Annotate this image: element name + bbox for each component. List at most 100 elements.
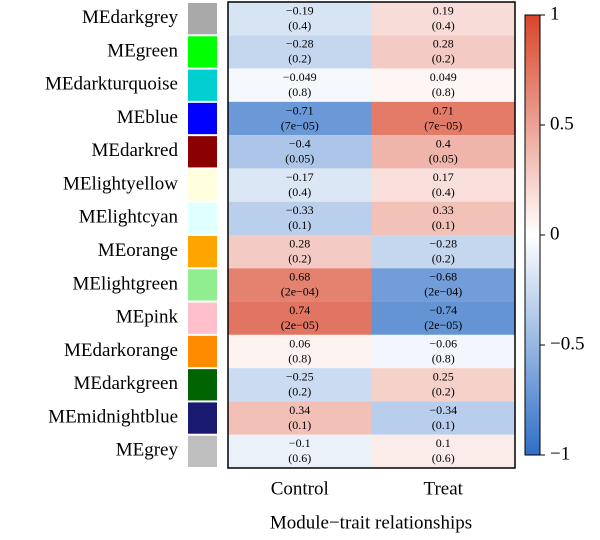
- module-color: [188, 269, 217, 301]
- cell-value: 0.68: [289, 270, 310, 284]
- row-label: MEblue: [117, 107, 178, 128]
- module-color: [188, 3, 217, 35]
- cell: [371, 35, 515, 69]
- cell: [371, 301, 515, 335]
- column-label: Control: [271, 478, 329, 499]
- cell-value: −0.28: [286, 37, 314, 51]
- cell: [371, 368, 515, 402]
- cell: [371, 201, 515, 235]
- cell: [228, 168, 372, 202]
- row-label: MEdarkgreen: [74, 373, 179, 394]
- cell: [228, 368, 372, 402]
- cell-value: −0.049: [283, 70, 317, 84]
- module-color: [188, 369, 217, 401]
- cell-value: 0.28: [433, 37, 454, 51]
- cell-value: −0.06: [429, 336, 457, 350]
- cell-pvalue: (2e−04): [281, 285, 319, 299]
- cell: [228, 135, 372, 169]
- row-label: MEdarkturquoise: [45, 74, 178, 95]
- cell-value: −0.71: [286, 103, 314, 117]
- cell-pvalue: (0.6): [288, 451, 311, 465]
- cell-value: 0.049: [430, 70, 457, 84]
- module-color: [188, 136, 217, 168]
- module-color: [188, 335, 217, 368]
- cell-pvalue: (7e−05): [281, 118, 319, 132]
- module-color: [188, 69, 217, 101]
- cell: [371, 235, 515, 269]
- cell-value: −0.28: [429, 236, 457, 250]
- cell-value: 0.34: [289, 403, 310, 417]
- row-label: MEorange: [98, 240, 178, 261]
- cell-value: −0.1: [289, 436, 311, 450]
- cell: [371, 68, 515, 102]
- cell-value: 0.17: [433, 170, 454, 184]
- colorbar-tick-label: −1: [550, 443, 570, 464]
- cell-value: −0.25: [286, 370, 314, 384]
- cell: [228, 101, 372, 136]
- cell-pvalue: (0.2): [432, 385, 455, 399]
- heatmap-border: [227, 1, 516, 469]
- cell: [228, 68, 372, 102]
- colorbar-tick-label: 0.5: [550, 113, 574, 134]
- row-label: MEdarkorange: [64, 340, 178, 361]
- cell-value: −0.17: [286, 170, 314, 184]
- cell-pvalue: (7e−05): [424, 118, 462, 132]
- colorbar-tick-label: −0.5: [550, 333, 584, 354]
- x-axis-label: Module−trait relationships: [270, 512, 472, 533]
- cell-value: −0.4: [289, 137, 311, 151]
- column-label: Treat: [424, 478, 464, 499]
- module-color: [188, 102, 217, 135]
- cell: [371, 401, 515, 435]
- cell-pvalue: (0.2): [288, 251, 311, 265]
- cell-pvalue: (0.1): [288, 418, 311, 432]
- cell-pvalue: (0.4): [288, 18, 311, 32]
- module-color: [188, 36, 217, 68]
- cell-pvalue: (0.2): [288, 385, 311, 399]
- cell-pvalue: (2e−05): [424, 318, 462, 332]
- cell-pvalue: (0.1): [432, 418, 455, 432]
- cell-value: 0.19: [433, 3, 454, 17]
- row-label: MEgrey: [116, 440, 179, 461]
- cell-pvalue: (0.2): [432, 52, 455, 66]
- cell-pvalue: (0.2): [288, 52, 311, 66]
- row-label: MEmidnightblue: [48, 406, 178, 427]
- cell-pvalue: (0.1): [288, 218, 311, 232]
- cell: [228, 2, 372, 36]
- cell: [371, 434, 515, 468]
- row-label: MEdarkred: [91, 140, 178, 161]
- module-color: [188, 302, 217, 334]
- row-label: MEpink: [116, 307, 179, 328]
- cell-value: 0.71: [433, 103, 454, 117]
- cell-value: 0.06: [289, 336, 310, 350]
- module-color: [188, 435, 217, 467]
- row-label: MEgreen: [107, 40, 178, 61]
- module-color: [188, 169, 217, 201]
- colorbar-tick-label: 0: [550, 223, 560, 244]
- cell-value: 0.1: [436, 436, 451, 450]
- colorbar: [524, 14, 541, 456]
- cell-pvalue: (0.2): [432, 251, 455, 265]
- cell-pvalue: (0.4): [288, 185, 311, 199]
- cell-pvalue: (0.8): [432, 351, 455, 365]
- cell: [228, 235, 372, 269]
- cell: [228, 401, 372, 435]
- row-label: MEdarkgrey: [82, 7, 179, 28]
- cell-value: 0.25: [433, 370, 454, 384]
- cell-value: −0.68: [429, 270, 457, 284]
- cell: [371, 2, 515, 36]
- cell-pvalue: (0.05): [429, 152, 458, 166]
- cell: [371, 268, 515, 302]
- cell-pvalue: (0.1): [432, 218, 455, 232]
- cell-pvalue: (0.8): [288, 351, 311, 365]
- cell: [228, 434, 372, 468]
- module-color: [188, 402, 217, 434]
- cell-pvalue: (2e−05): [281, 318, 319, 332]
- cell-pvalue: (0.8): [432, 85, 455, 99]
- module-color: [188, 236, 217, 268]
- cell: [371, 334, 515, 369]
- cell: [228, 301, 372, 335]
- cell-value: 0.33: [433, 203, 454, 217]
- cell: [371, 168, 515, 202]
- cell: [371, 135, 515, 169]
